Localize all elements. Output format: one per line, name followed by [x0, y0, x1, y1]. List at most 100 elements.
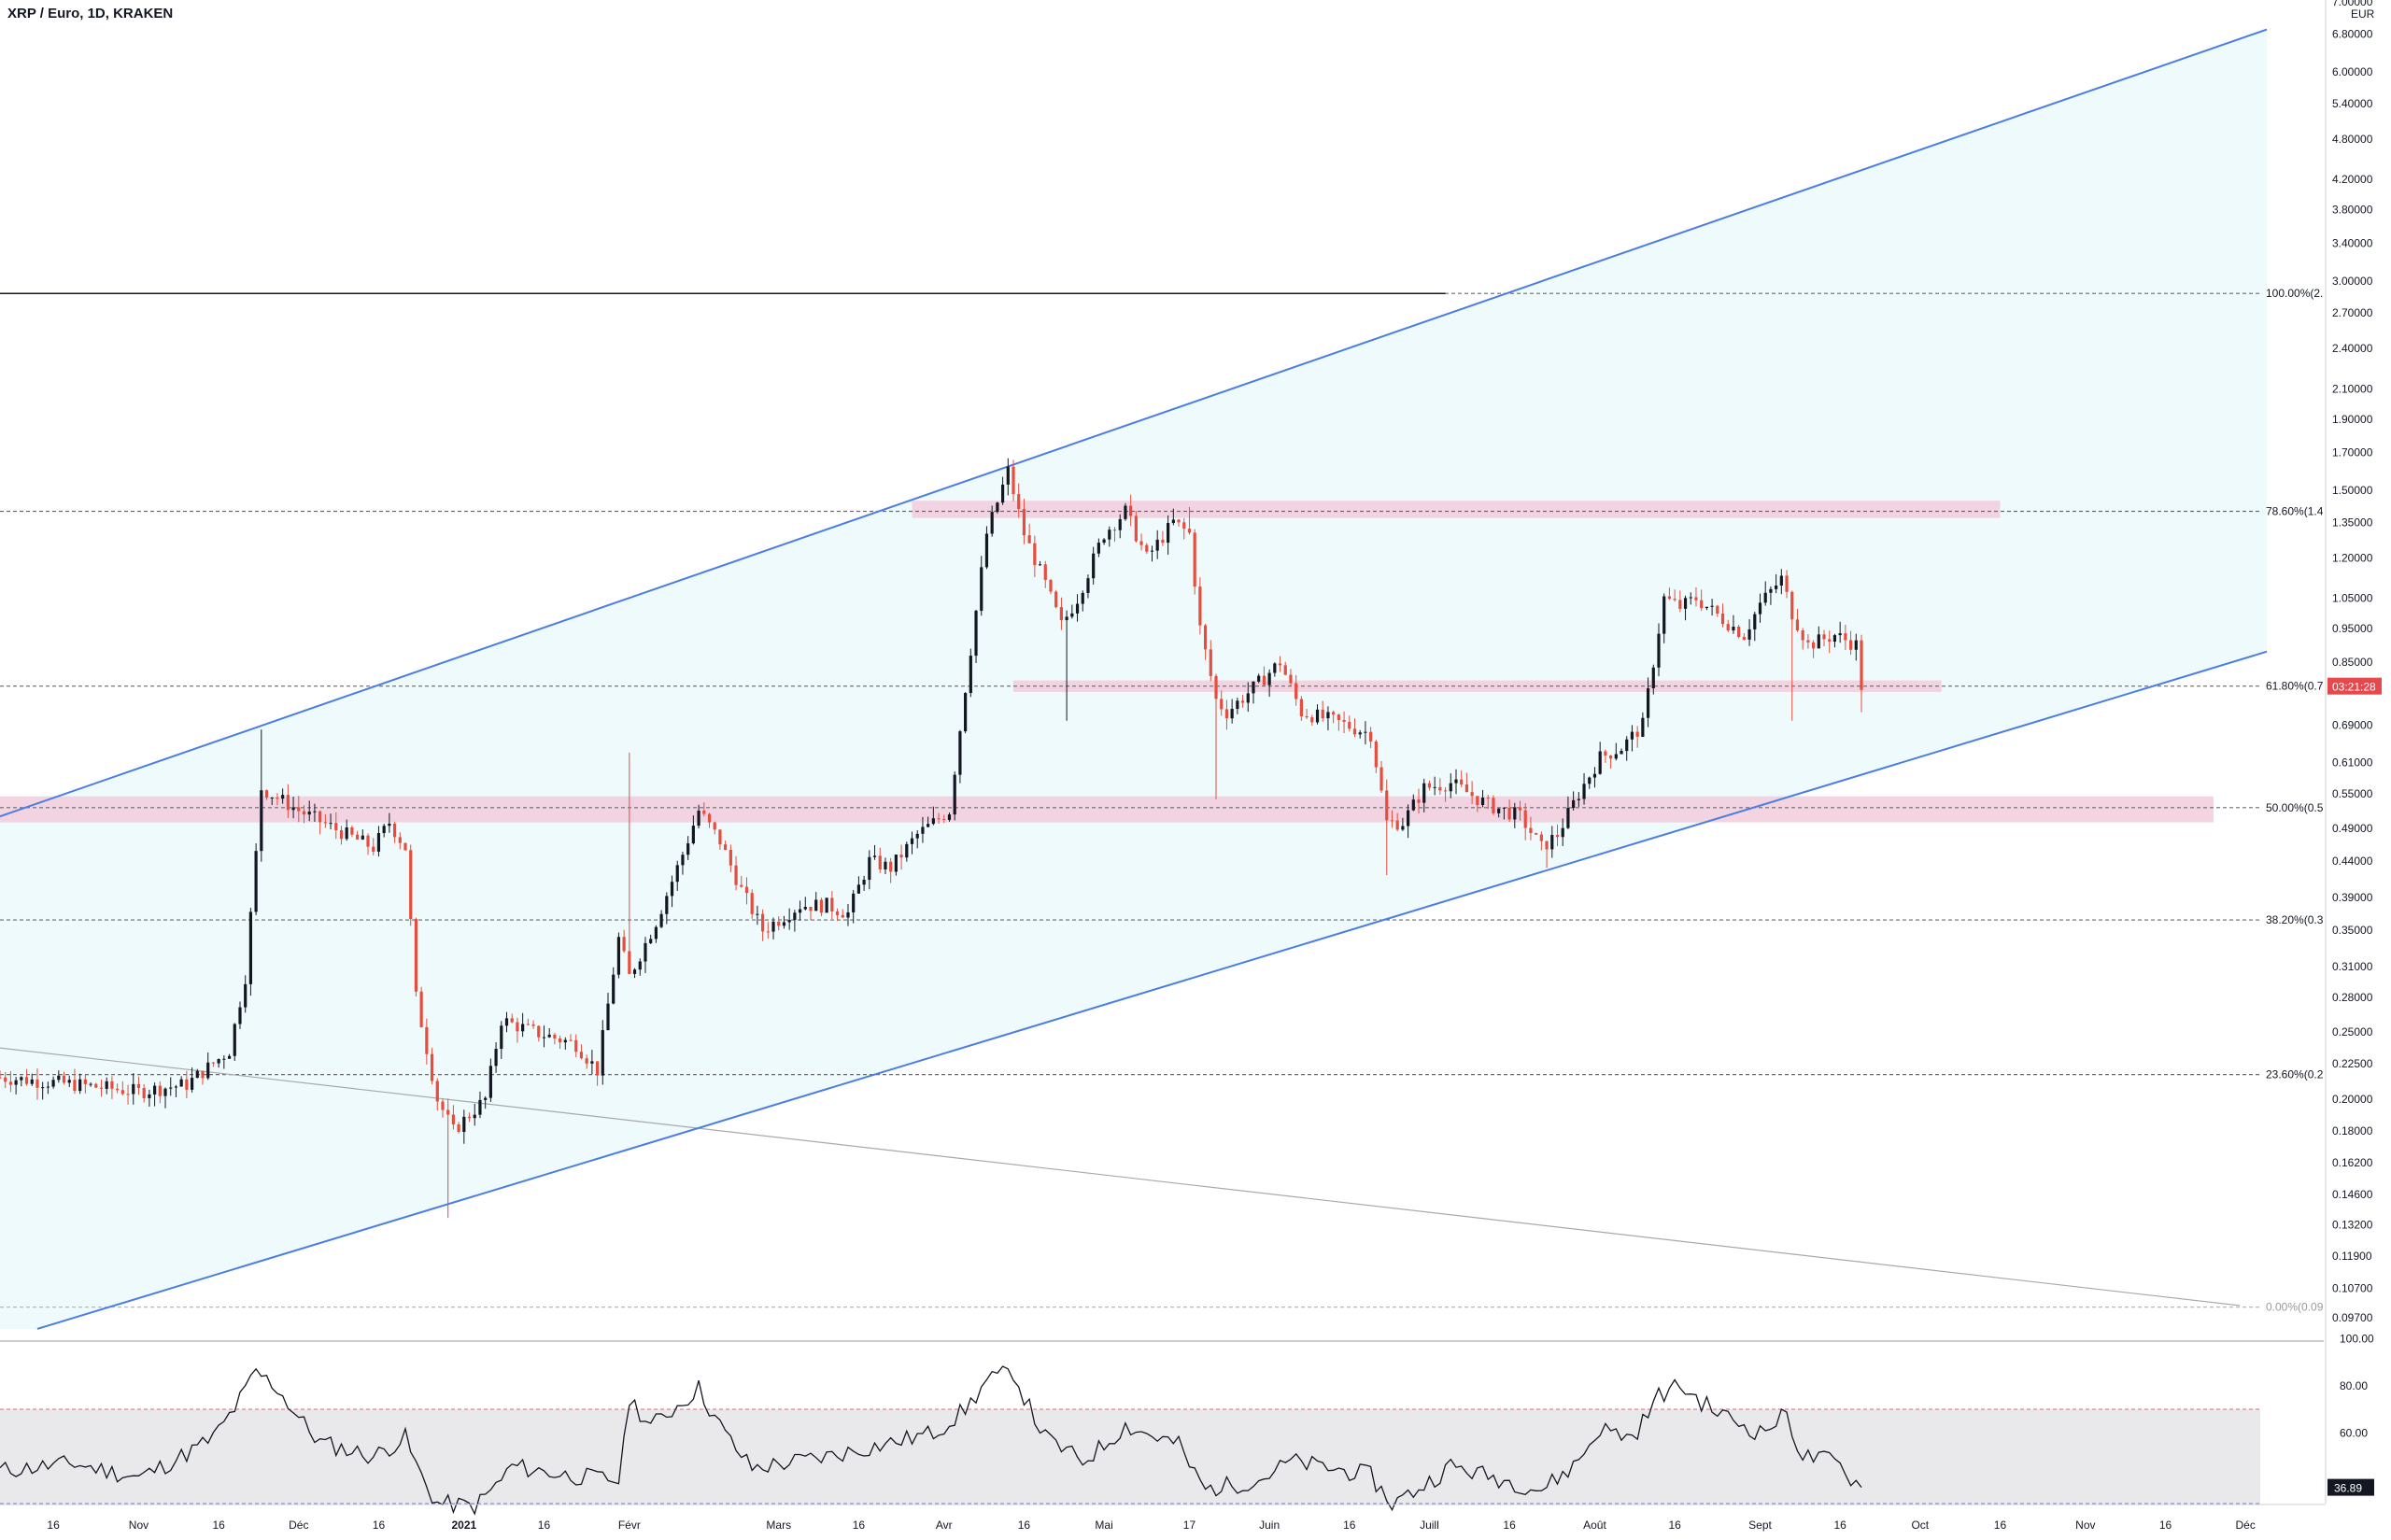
candle-body	[595, 1061, 600, 1076]
candle-body	[1118, 518, 1122, 530]
candle-body	[1102, 539, 1106, 544]
candle-body	[467, 1116, 472, 1119]
candle-body	[1529, 827, 1533, 834]
candle-body	[1167, 523, 1170, 544]
time-tick-label: 16	[1833, 1519, 1846, 1532]
price-tick-label: 3.40000	[2332, 237, 2373, 250]
candle-body	[1550, 835, 1554, 850]
candle-body	[1246, 693, 1250, 703]
price-tick-label: 0.18000	[2332, 1124, 2373, 1137]
price-tick-label: 0.28000	[2332, 991, 2373, 1004]
candle-body	[366, 835, 370, 847]
candle-body	[1422, 783, 1426, 803]
candle-body	[713, 822, 716, 830]
candle-body	[1700, 600, 1704, 609]
price-tick-label: 1.70000	[2332, 446, 2373, 459]
candle-body	[915, 833, 919, 839]
price-tick-label: 1.35000	[2332, 516, 2373, 529]
price-badge	[2327, 677, 2382, 695]
candle-body	[78, 1079, 82, 1092]
candle-body	[1150, 550, 1154, 552]
price-tick-label: 0.25000	[2332, 1025, 2373, 1038]
candle-body	[1844, 633, 1847, 641]
candle-body	[798, 909, 802, 913]
price-tick-label: 3.80000	[2332, 204, 2373, 217]
candle-body	[1460, 779, 1464, 785]
candle-body	[1000, 484, 1005, 503]
price-tick-label: 0.61000	[2332, 756, 2373, 769]
candle-body	[559, 1038, 562, 1043]
supply-zone-0	[912, 501, 2001, 518]
candle-body	[1299, 699, 1303, 716]
price-tick-label: 0.13200	[2332, 1218, 2373, 1231]
candle-body	[1332, 712, 1336, 715]
candle-body	[905, 843, 909, 858]
candle-body	[969, 656, 972, 694]
candle-body	[819, 899, 824, 913]
candle-body	[686, 843, 690, 855]
candle-body	[707, 813, 712, 823]
price-tick-label: 6.80000	[2332, 27, 2373, 40]
candle-body	[777, 921, 781, 926]
candle-body	[1326, 712, 1330, 719]
candle-body	[334, 823, 338, 830]
candle-body	[222, 1058, 226, 1060]
candle-body	[996, 502, 999, 513]
candle-body	[281, 795, 285, 799]
candle-body	[590, 1061, 594, 1064]
time-tick-label: Févr	[618, 1519, 641, 1532]
price-tick-label: 0.09700	[2332, 1311, 2373, 1324]
candle-body	[1588, 777, 1592, 784]
candle-body	[441, 1101, 445, 1110]
candle-body	[1230, 709, 1234, 719]
candle-body	[307, 812, 311, 815]
candle-body	[724, 844, 728, 851]
candle-body	[1689, 597, 1692, 599]
candle-body	[4, 1077, 7, 1082]
candle-body	[1252, 681, 1255, 694]
time-tick-label: 16	[1994, 1519, 2007, 1532]
candle-body	[1779, 575, 1783, 586]
candle-body	[1124, 505, 1127, 519]
candle-body	[190, 1078, 194, 1090]
candle-body	[1139, 541, 1143, 545]
candle-body	[510, 1018, 514, 1023]
candle-body	[217, 1059, 220, 1064]
candle-body	[1033, 543, 1037, 566]
price-tick-label: 0.14600	[2332, 1188, 2373, 1201]
candle-body	[1555, 835, 1560, 838]
candle-body	[632, 969, 637, 974]
candle-body	[1342, 719, 1346, 722]
candle-body	[734, 865, 738, 885]
candle-body	[889, 861, 893, 872]
candle-body	[681, 855, 685, 866]
candle-body	[1651, 667, 1655, 688]
candle-body	[392, 823, 397, 838]
candle-body	[94, 1083, 98, 1088]
price-tick-label: 0.44000	[2332, 855, 2373, 868]
candle-body	[1075, 603, 1080, 614]
candle-body	[1427, 783, 1432, 788]
candle-body	[744, 886, 749, 894]
candle-body	[1539, 834, 1543, 841]
candle-body	[227, 1055, 232, 1059]
price-tick-label: 2.40000	[2332, 342, 2373, 355]
candle-body	[1502, 807, 1506, 809]
candle-body	[1081, 592, 1084, 604]
candle-body	[547, 1034, 551, 1038]
candle-body	[1108, 530, 1111, 540]
candle-body	[1635, 731, 1639, 737]
time-tick-label: 16	[1503, 1519, 1516, 1532]
candle-body	[99, 1087, 104, 1089]
candle-body	[1305, 715, 1309, 718]
candle-body	[1480, 798, 1485, 805]
candle-body	[670, 882, 674, 897]
candle-body	[291, 807, 295, 811]
price-tick-label: 5.40000	[2332, 97, 2373, 110]
candle-body	[1566, 808, 1570, 828]
candle-body	[1507, 807, 1511, 820]
candle-body	[356, 834, 360, 840]
candle-body	[846, 911, 850, 918]
supply-zone-2	[0, 796, 2214, 823]
